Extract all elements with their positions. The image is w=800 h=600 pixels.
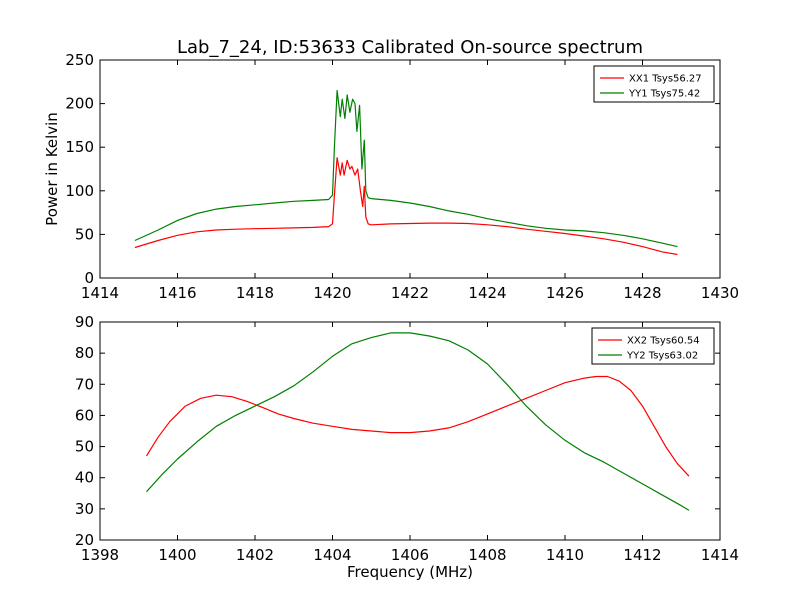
x-tick-label: 1428: [623, 284, 661, 302]
x-tick-label: 1402: [236, 546, 274, 564]
x-tick-label: 1430: [701, 284, 739, 302]
y-tick-label: 150: [65, 138, 94, 156]
legend: XX2 Tsys60.54 YY2 Tsys63.02: [591, 327, 715, 365]
x-axis-label: Frequency (MHz): [347, 563, 473, 581]
y-tick-label: 90: [75, 313, 94, 331]
chart-2: 1398 1400 1402 1404 1406 1408 1410 1412 1414 20 30…: [75, 313, 739, 581]
legend-entry: YY1 Tsys75.42: [628, 89, 700, 100]
y-tick-label: 50: [75, 438, 94, 456]
x-tick-label: 1418: [236, 284, 274, 302]
figure-title: Lab_7_24, ID:53633 Calibrated On-source …: [177, 37, 643, 58]
y-tick-label: 250: [65, 51, 94, 69]
x-tick-label: 1414: [81, 284, 119, 302]
x-tick-label: 1414: [701, 546, 739, 564]
x-tick-label: 1422: [391, 284, 429, 302]
y-tick-label: 70: [75, 375, 94, 393]
y-tick-label: 20: [75, 531, 94, 549]
x-tick-label: 1426: [546, 284, 584, 302]
legend-entry: YY2 Tsys63.02: [626, 351, 698, 362]
x-tick-label: 1406: [391, 546, 429, 564]
series-line-xx1: [134, 157, 678, 256]
legend-entry: XX1 Tsys56.27: [629, 74, 702, 85]
x-tick-label: 1424: [468, 284, 506, 302]
series-line-yy2: [146, 332, 690, 511]
y-tick-label: 0: [84, 269, 94, 287]
series-line-xx2: [145, 375, 690, 477]
y-tick-label: 30: [75, 500, 94, 518]
x-tick-label: 1400: [158, 546, 196, 564]
x-tick-label: 1412: [623, 546, 661, 564]
chart-1: 1414 1416 1418 1420 1422 1424 1426 1428 1430 0 50 1…: [43, 51, 739, 302]
y-tick-label: 50: [75, 225, 94, 243]
legend: XX1 Tsys56.27 YY1 Tsys75.42: [593, 65, 715, 103]
x-tick-label: 1420: [313, 284, 351, 302]
series-line-yy1: [134, 89, 678, 248]
x-tick-label: 1410: [546, 546, 584, 564]
y-tick-label: 40: [75, 469, 94, 487]
y-tick-label: 80: [75, 344, 94, 362]
x-tick-label: 1408: [468, 546, 506, 564]
legend-box: [591, 327, 715, 365]
y-tick-label: 60: [75, 406, 94, 424]
y-tick-label: 100: [65, 182, 94, 200]
x-tick-label: 1398: [81, 546, 119, 564]
y-tick-label: 200: [65, 95, 94, 113]
y-axis-label: Power in Kelvin: [43, 112, 61, 226]
x-tick-label: 1404: [313, 546, 351, 564]
legend-box: [593, 65, 715, 103]
x-tick-label: 1416: [158, 284, 196, 302]
legend-entry: XX2 Tsys60.54: [627, 336, 700, 347]
